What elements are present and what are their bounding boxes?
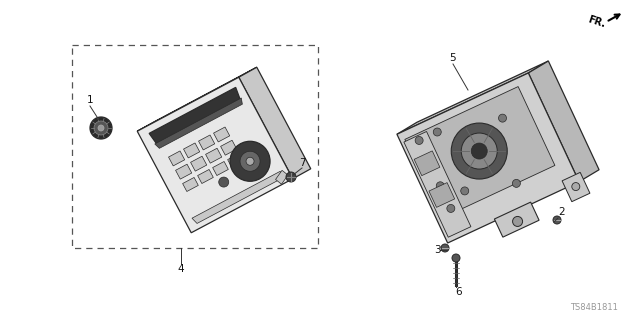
- Polygon shape: [397, 61, 548, 134]
- Text: 7: 7: [299, 158, 305, 168]
- Circle shape: [441, 244, 449, 252]
- Polygon shape: [168, 151, 185, 166]
- Circle shape: [452, 254, 460, 262]
- Polygon shape: [276, 170, 288, 184]
- Circle shape: [219, 177, 228, 187]
- Polygon shape: [529, 61, 599, 182]
- Polygon shape: [155, 98, 243, 148]
- Polygon shape: [182, 177, 198, 191]
- Polygon shape: [221, 140, 237, 155]
- Polygon shape: [184, 143, 200, 158]
- Text: 2: 2: [559, 207, 565, 217]
- Polygon shape: [214, 127, 230, 142]
- Polygon shape: [429, 182, 454, 207]
- Polygon shape: [149, 87, 241, 146]
- Polygon shape: [191, 156, 207, 171]
- Circle shape: [447, 204, 455, 212]
- Polygon shape: [212, 161, 228, 175]
- Text: FR.: FR.: [587, 14, 607, 30]
- Circle shape: [246, 157, 254, 165]
- Circle shape: [461, 187, 468, 195]
- Polygon shape: [137, 77, 292, 233]
- Polygon shape: [198, 135, 215, 150]
- Text: TS84B1811: TS84B1811: [570, 302, 618, 311]
- Circle shape: [98, 125, 104, 131]
- Polygon shape: [562, 172, 590, 202]
- Circle shape: [513, 179, 520, 187]
- Polygon shape: [205, 148, 222, 163]
- Circle shape: [286, 172, 296, 182]
- Polygon shape: [414, 151, 440, 176]
- Circle shape: [433, 128, 441, 136]
- Polygon shape: [175, 164, 192, 179]
- Text: 4: 4: [178, 264, 184, 274]
- Text: 5: 5: [450, 53, 456, 63]
- Circle shape: [90, 117, 112, 139]
- Circle shape: [553, 216, 561, 224]
- Circle shape: [451, 123, 508, 179]
- Polygon shape: [397, 73, 579, 243]
- Circle shape: [426, 159, 434, 167]
- Polygon shape: [404, 131, 471, 237]
- Polygon shape: [405, 86, 555, 218]
- Polygon shape: [239, 67, 311, 179]
- Circle shape: [240, 151, 260, 171]
- Polygon shape: [137, 67, 257, 131]
- Circle shape: [572, 182, 580, 190]
- Circle shape: [436, 182, 444, 190]
- Text: 3: 3: [434, 245, 440, 255]
- Polygon shape: [198, 169, 213, 183]
- Circle shape: [461, 133, 497, 169]
- Circle shape: [230, 141, 270, 181]
- Polygon shape: [228, 153, 243, 167]
- Circle shape: [415, 137, 423, 145]
- Polygon shape: [494, 202, 539, 237]
- Polygon shape: [192, 171, 282, 223]
- Circle shape: [499, 114, 506, 122]
- Text: 1: 1: [86, 95, 93, 105]
- Text: 6: 6: [456, 287, 462, 297]
- Bar: [72, 45, 318, 248]
- Circle shape: [471, 143, 487, 159]
- Circle shape: [513, 217, 523, 226]
- Circle shape: [94, 121, 108, 135]
